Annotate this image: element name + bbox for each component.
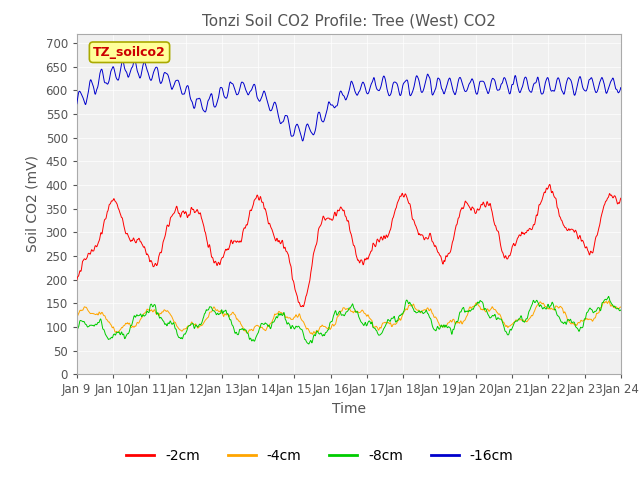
Y-axis label: Soil CO2 (mV): Soil CO2 (mV) xyxy=(26,156,40,252)
Title: Tonzi Soil CO2 Profile: Tree (West) CO2: Tonzi Soil CO2 Profile: Tree (West) CO2 xyxy=(202,13,496,28)
Legend: -2cm, -4cm, -8cm, -16cm: -2cm, -4cm, -8cm, -16cm xyxy=(121,443,519,468)
Text: TZ_soilco2: TZ_soilco2 xyxy=(93,46,166,59)
X-axis label: Time: Time xyxy=(332,402,366,416)
